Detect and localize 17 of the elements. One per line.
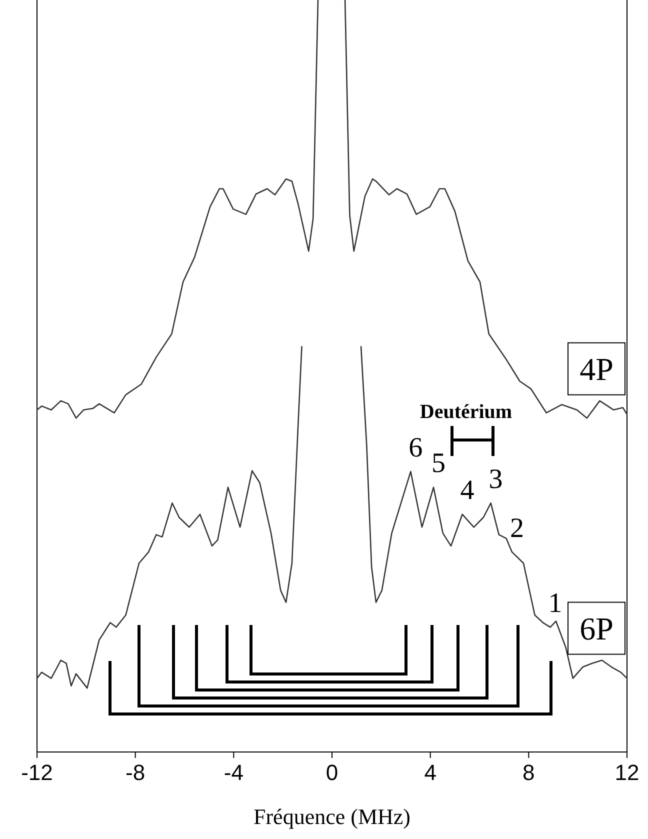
x-tick-label: 12 <box>614 760 640 785</box>
annotation: 1 <box>548 588 562 619</box>
x-tick-label: -4 <box>224 760 244 785</box>
series-label: 6P <box>580 610 614 646</box>
annotation: 3 <box>488 464 503 495</box>
x-tick-label: 8 <box>522 760 535 785</box>
x-tick-label: 4 <box>424 760 436 785</box>
x-tick-label: -8 <box>126 760 146 785</box>
annotation: 5 <box>432 448 446 480</box>
annotation: 2 <box>510 512 524 544</box>
x-axis-title: Fréquence (MHz) <box>254 804 410 829</box>
x-tick-label: -12 <box>21 760 53 785</box>
annotation: 6 <box>408 432 423 464</box>
annotation: Deutérium <box>420 401 512 423</box>
x-tick-label: 0 <box>326 760 338 785</box>
annotation: 4 <box>460 475 474 506</box>
series-label: 4P <box>580 350 614 387</box>
